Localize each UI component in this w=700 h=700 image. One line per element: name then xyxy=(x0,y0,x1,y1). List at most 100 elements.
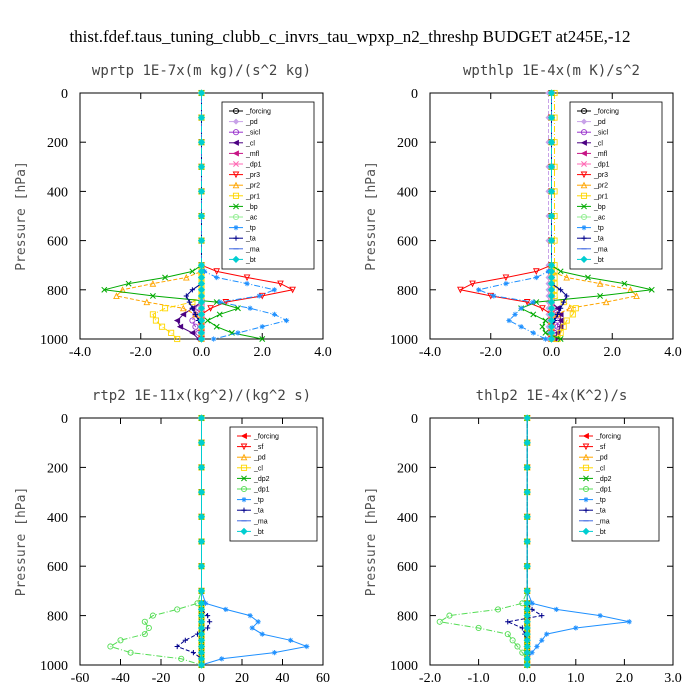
data-point-bt xyxy=(197,562,206,570)
data-point-pr1 xyxy=(168,329,175,336)
legend-label: _cl xyxy=(595,465,605,472)
legend-label: _pd xyxy=(253,455,266,462)
legend-label: _cl xyxy=(253,465,263,472)
legend-marker xyxy=(240,432,247,440)
x-tick-label: 2.0 xyxy=(254,345,272,360)
data-point-pr1 xyxy=(158,323,166,330)
legend-label: _cl xyxy=(245,140,255,147)
plot-frame xyxy=(429,417,674,666)
data-point-tp xyxy=(271,311,277,317)
data-point-tp xyxy=(530,330,536,336)
x-tick-label: 2.0 xyxy=(604,345,622,360)
legend: _forcing _sf _pd _cl _dp2 _dp1 _tp _ta _ma _bt xyxy=(229,426,318,542)
data-point-bt xyxy=(547,236,556,245)
legend-label: _sicl xyxy=(593,130,608,137)
legend-marker xyxy=(580,129,588,136)
legend-label: _bt xyxy=(253,529,264,536)
y-tick-label: 800 xyxy=(397,284,418,299)
data-point-bp xyxy=(539,323,546,330)
x-tick-label: -1.0 xyxy=(468,671,490,686)
legend-label: _forcing xyxy=(253,434,279,441)
data-point-dp1 xyxy=(494,606,502,613)
legend-box xyxy=(229,426,318,542)
data-point-tp xyxy=(288,637,294,643)
data-point-ta xyxy=(189,287,195,293)
legend-label: _pd xyxy=(245,119,258,126)
data-point-ta xyxy=(174,643,180,650)
data-point-ta xyxy=(182,637,188,643)
data-point-ta xyxy=(564,293,570,299)
legend-label: _forcing xyxy=(245,109,271,116)
legend-marker xyxy=(241,497,247,503)
legend-label: _bp xyxy=(245,204,258,211)
data-point-dp1 xyxy=(149,612,156,619)
data-point-dp1 xyxy=(117,637,124,644)
data-point-pr3 xyxy=(243,274,251,282)
panels-group: wprtp 1E-7x(m kg)/(s^2 kg) Pressure [hPa]… xyxy=(14,63,682,686)
y-axis-label: Pressure [hPa] xyxy=(14,161,29,271)
data-point-dp1 xyxy=(514,643,521,650)
data-point-tp xyxy=(491,293,497,299)
data-point-tp xyxy=(529,600,535,606)
legend-label: _pr2 xyxy=(245,183,260,190)
data-point-tp xyxy=(202,600,209,606)
legend-label: _dp1 xyxy=(245,162,262,169)
x-tick-label: 0 xyxy=(198,671,205,686)
legend-marker xyxy=(232,139,239,146)
data-point-tp xyxy=(512,311,518,317)
data-point-bp xyxy=(557,268,564,275)
y-tick-label: 400 xyxy=(47,511,68,526)
data-point-bp xyxy=(162,274,169,281)
data-point-ta xyxy=(561,299,567,305)
x-tick-label: 0.0 xyxy=(518,671,536,686)
x-tick-label: -4.0 xyxy=(69,345,91,360)
data-point-ta xyxy=(558,287,564,293)
legend-marker xyxy=(233,161,239,167)
data-point-ta xyxy=(505,619,511,625)
data-point-bp xyxy=(597,292,604,299)
data-point-tp xyxy=(249,625,255,631)
data-point-bt xyxy=(523,488,531,496)
data-point-bp xyxy=(621,280,628,287)
data-point-tp xyxy=(271,650,277,656)
legend-label: _ta xyxy=(593,236,604,243)
y-tick-label: 600 xyxy=(397,560,418,575)
legend-marker xyxy=(582,443,590,451)
data-point-tp xyxy=(476,287,482,293)
legend-label: _ma xyxy=(253,518,268,525)
legend-label: _pr1 xyxy=(593,193,608,200)
legend-marker xyxy=(240,485,248,493)
data-point-tp xyxy=(255,619,261,625)
panel-title: wpthlp 1E-4x(m K)/s^2 xyxy=(463,63,640,79)
data-point-bt xyxy=(547,187,556,196)
legend-label: _cl xyxy=(593,140,603,147)
data-point-bt xyxy=(523,439,531,447)
data-point-bt xyxy=(197,113,206,122)
data-point-bt xyxy=(523,661,531,669)
data-point-cl xyxy=(189,329,196,336)
legend-label: _bt xyxy=(595,529,606,536)
legend-marker xyxy=(232,255,240,264)
data-point-bt xyxy=(197,488,206,496)
legend-label: _forcing xyxy=(595,434,621,441)
data-point-tp xyxy=(259,324,265,330)
data-point-ta xyxy=(554,311,561,317)
x-tick-label: 0.0 xyxy=(543,345,561,360)
y-tick-label: 400 xyxy=(397,511,418,526)
data-point-tp xyxy=(506,317,512,324)
data-point-pr2 xyxy=(113,292,120,299)
data-point-pr2 xyxy=(602,298,610,306)
data-point-pr1 xyxy=(557,329,564,336)
y-tick-label: 200 xyxy=(397,136,418,151)
data-point-bt xyxy=(197,163,206,171)
data-point-bt xyxy=(547,89,556,97)
data-point-pr2 xyxy=(596,280,604,287)
data-point-pr3 xyxy=(222,299,230,306)
legend-marker xyxy=(582,432,589,440)
data-point-bp xyxy=(648,286,655,293)
data-point-tp xyxy=(217,299,223,305)
data-point-tp xyxy=(573,625,579,631)
data-point-bp xyxy=(101,286,108,293)
legend-marker xyxy=(232,171,240,179)
data-point-tp xyxy=(503,281,509,287)
